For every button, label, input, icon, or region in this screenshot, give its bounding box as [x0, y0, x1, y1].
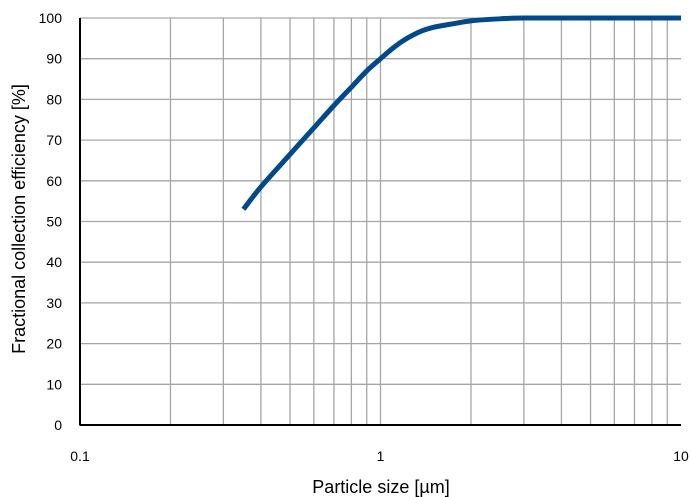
- y-tick-label: 50: [46, 214, 62, 230]
- y-tick-label: 70: [46, 132, 62, 148]
- y-tick-label: 80: [46, 91, 62, 107]
- x-tick-label: 0.1: [70, 448, 90, 464]
- series: [241, 15, 681, 211]
- y-tick-label: 90: [46, 51, 62, 67]
- x-axis-title: Particle size [µm]: [312, 477, 449, 497]
- x-tick-label: 10: [673, 448, 689, 464]
- y-tick-label: 20: [46, 336, 62, 352]
- y-tick-label: 10: [46, 376, 62, 392]
- y-tick-label: 30: [46, 295, 62, 311]
- x-tick-labels: 0.1 1 10: [70, 448, 689, 464]
- y-tick-labels: 0 10 20 30 40 50 60 70 80 90 100: [39, 10, 63, 433]
- grid: [79, 17, 681, 426]
- y-tick-label: 40: [46, 254, 62, 270]
- y-tick-label: 0: [54, 417, 62, 433]
- y-axis-title: Fractional collection efficiency [%]: [9, 84, 29, 354]
- efficiency-curve: [241, 15, 681, 211]
- y-tick-label: 100: [39, 10, 63, 26]
- x-tick-label: 1: [377, 448, 385, 464]
- y-tick-label: 60: [46, 173, 62, 189]
- axes: [79, 18, 681, 426]
